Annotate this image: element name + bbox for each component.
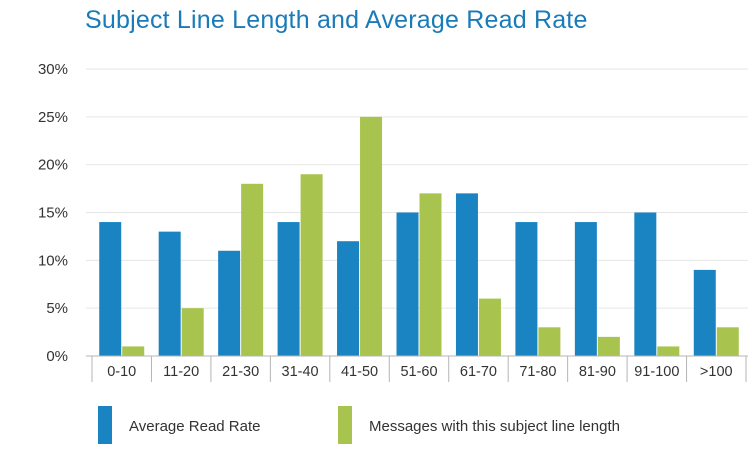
y-tick-label: 5% bbox=[46, 300, 68, 317]
bar-read-rate bbox=[634, 212, 657, 356]
bar-read-rate bbox=[99, 222, 122, 356]
y-tick-label: 20% bbox=[38, 157, 68, 174]
bar-read-rate bbox=[337, 241, 360, 356]
y-tick-label: 10% bbox=[38, 252, 68, 269]
x-axis-category-labels: 0-10 11-20 21-30 31-40 41-50 51-60 61-70 71-80 8… bbox=[107, 364, 732, 380]
x-category-label: 91-100 bbox=[634, 364, 679, 380]
x-category-label: 31-40 bbox=[282, 364, 319, 380]
chart-title: Subject Line Length and Average Read Rat… bbox=[85, 6, 588, 34]
legend-label-messages: Messages with this subject line length bbox=[369, 418, 620, 435]
legend-label-read-rate: Average Read Rate bbox=[129, 418, 260, 435]
x-category-label: 21-30 bbox=[222, 364, 259, 380]
y-tick-label: 0% bbox=[46, 348, 68, 365]
x-axis bbox=[86, 355, 748, 382]
bar-messages bbox=[419, 193, 442, 356]
legend: Average Read Rate Messages with this subj… bbox=[98, 406, 620, 444]
bar-messages bbox=[538, 327, 561, 356]
x-category-label: >100 bbox=[700, 364, 733, 380]
bar-messages bbox=[181, 308, 204, 356]
x-category-label: 51-60 bbox=[400, 364, 437, 380]
bar-messages bbox=[716, 327, 739, 356]
bar-messages bbox=[360, 116, 383, 356]
bar-messages bbox=[122, 346, 145, 356]
bar-messages bbox=[241, 183, 264, 356]
bar-read-rate bbox=[574, 222, 597, 356]
y-tick-label: 15% bbox=[38, 205, 68, 222]
legend-swatch-messages bbox=[338, 406, 352, 444]
bar-messages bbox=[300, 174, 323, 356]
bar-messages bbox=[478, 298, 501, 356]
bar-read-rate bbox=[158, 231, 181, 356]
bars bbox=[99, 116, 739, 356]
y-tick-label: 25% bbox=[38, 109, 68, 126]
bar-read-rate bbox=[396, 212, 419, 356]
bar-read-rate bbox=[693, 269, 716, 356]
bar-read-rate bbox=[515, 222, 538, 356]
x-category-label: 41-50 bbox=[341, 364, 378, 380]
x-category-label: 0-10 bbox=[107, 364, 136, 380]
x-category-label: 61-70 bbox=[460, 364, 497, 380]
y-tick-label: 30% bbox=[38, 61, 68, 78]
bar-messages bbox=[657, 346, 680, 356]
y-axis-tick-labels: 0% 5% 10% 15% 20% 25% 30% bbox=[38, 61, 68, 365]
x-category-label: 11-20 bbox=[163, 364, 199, 380]
bar-messages bbox=[597, 336, 620, 356]
bar-read-rate bbox=[277, 222, 300, 356]
bar-read-rate bbox=[218, 250, 241, 356]
bar-read-rate bbox=[455, 193, 478, 356]
legend-swatch-read-rate bbox=[98, 406, 112, 444]
x-category-label: 71-80 bbox=[519, 364, 556, 380]
x-category-label: 81-90 bbox=[579, 364, 616, 380]
